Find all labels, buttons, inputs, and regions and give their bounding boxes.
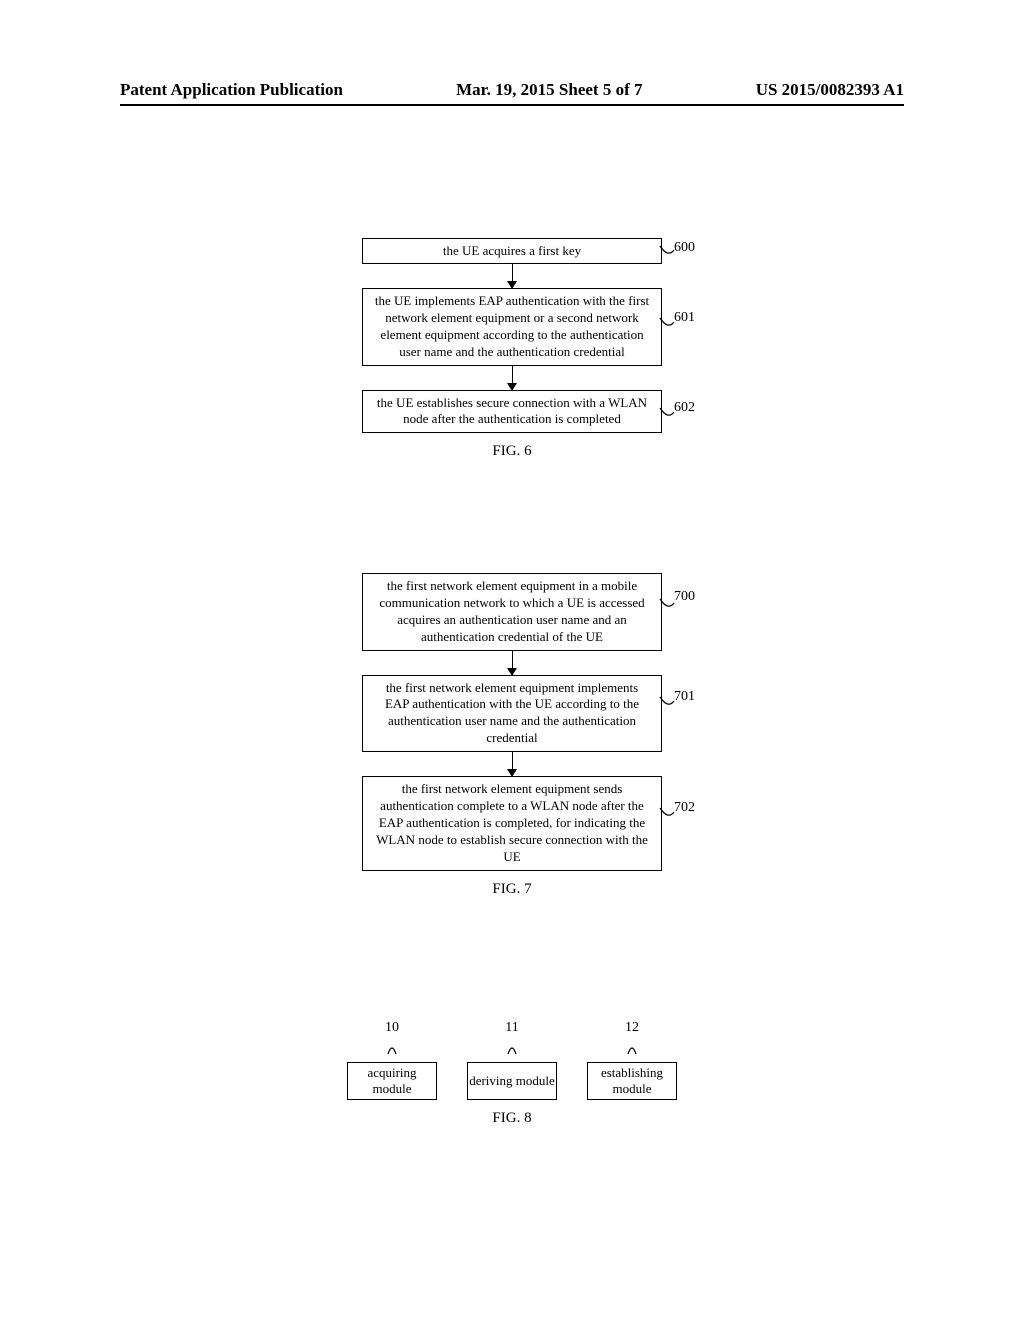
fig6-step-600-text: the UE acquires a first key <box>443 243 581 260</box>
fig8-module-12: 12 establishing module <box>587 1020 677 1100</box>
fig7-step-700: the first network element equipment in a… <box>362 573 662 651</box>
fig8-module-10: 10 acquiring module <box>347 1020 437 1100</box>
figure-8: 10 acquiring module 11 deriving module 1… <box>0 1020 1024 1127</box>
fig7-step-702: the first network element equipment send… <box>362 776 662 870</box>
fig8-module-11: 11 deriving module <box>467 1020 557 1100</box>
fig7-step-702-text: the first network element equipment send… <box>376 781 648 864</box>
arrow-down-icon <box>512 752 513 776</box>
connector-icon <box>385 1040 399 1056</box>
fig7-step-701: the first network element equipment impl… <box>362 675 662 753</box>
connector-icon <box>658 406 676 424</box>
fig8-box-12-text: establishing module <box>588 1065 676 1096</box>
fig7-step-700-text: the first network element equipment in a… <box>379 578 644 644</box>
fig8-box-10-text: acquiring module <box>348 1065 436 1096</box>
fig8-num-10: 10 <box>385 1020 399 1036</box>
fig6-step-600: the UE acquires a first key <box>362 238 662 264</box>
header-left: Patent Application Publication <box>120 80 343 100</box>
fig8-num-11: 11 <box>505 1020 518 1036</box>
fig7-label-700: 700 <box>674 589 695 605</box>
header-rule <box>120 104 904 106</box>
fig8-box-11-text: deriving module <box>469 1073 555 1089</box>
fig7-step-701-text: the first network element equipment impl… <box>385 680 639 746</box>
fig8-num-12: 12 <box>625 1020 639 1036</box>
fig8-box-12: establishing module <box>587 1062 677 1100</box>
page-header: Patent Application Publication Mar. 19, … <box>0 80 1024 100</box>
figure-6: the UE acquires a first key 600 the UE i… <box>0 238 1024 460</box>
fig8-caption: FIG. 8 <box>492 1110 531 1127</box>
fig8-box-10: acquiring module <box>347 1062 437 1100</box>
connector-icon <box>658 244 676 262</box>
connector-icon <box>658 806 676 824</box>
arrow-down-icon <box>512 264 513 288</box>
fig7-label-701: 701 <box>674 689 695 705</box>
arrow-down-icon <box>512 366 513 390</box>
connector-icon <box>658 695 676 713</box>
connector-icon <box>625 1040 639 1056</box>
fig6-step-601-text: the UE implements EAP authentication wit… <box>375 293 649 359</box>
header-right: US 2015/0082393 A1 <box>756 80 904 100</box>
fig6-step-602-text: the UE establishes secure connection wit… <box>377 395 647 427</box>
fig6-step-601: the UE implements EAP authentication wit… <box>362 288 662 366</box>
fig6-label-600: 600 <box>674 240 695 256</box>
fig6-label-602: 602 <box>674 400 695 416</box>
connector-icon <box>658 316 676 334</box>
fig7-label-702: 702 <box>674 800 695 816</box>
connector-icon <box>505 1040 519 1056</box>
arrow-down-icon <box>512 651 513 675</box>
fig8-box-11: deriving module <box>467 1062 557 1100</box>
fig7-caption: FIG. 7 <box>492 881 531 898</box>
fig6-caption: FIG. 6 <box>492 443 531 460</box>
header-center: Mar. 19, 2015 Sheet 5 of 7 <box>456 80 642 100</box>
fig6-step-602: the UE establishes secure connection wit… <box>362 390 662 434</box>
connector-icon <box>658 597 676 615</box>
figure-7: the first network element equipment in a… <box>0 573 1024 898</box>
fig8-row: 10 acquiring module 11 deriving module 1… <box>347 1020 677 1100</box>
page: Patent Application Publication Mar. 19, … <box>0 0 1024 1320</box>
fig6-label-601: 601 <box>674 310 695 326</box>
